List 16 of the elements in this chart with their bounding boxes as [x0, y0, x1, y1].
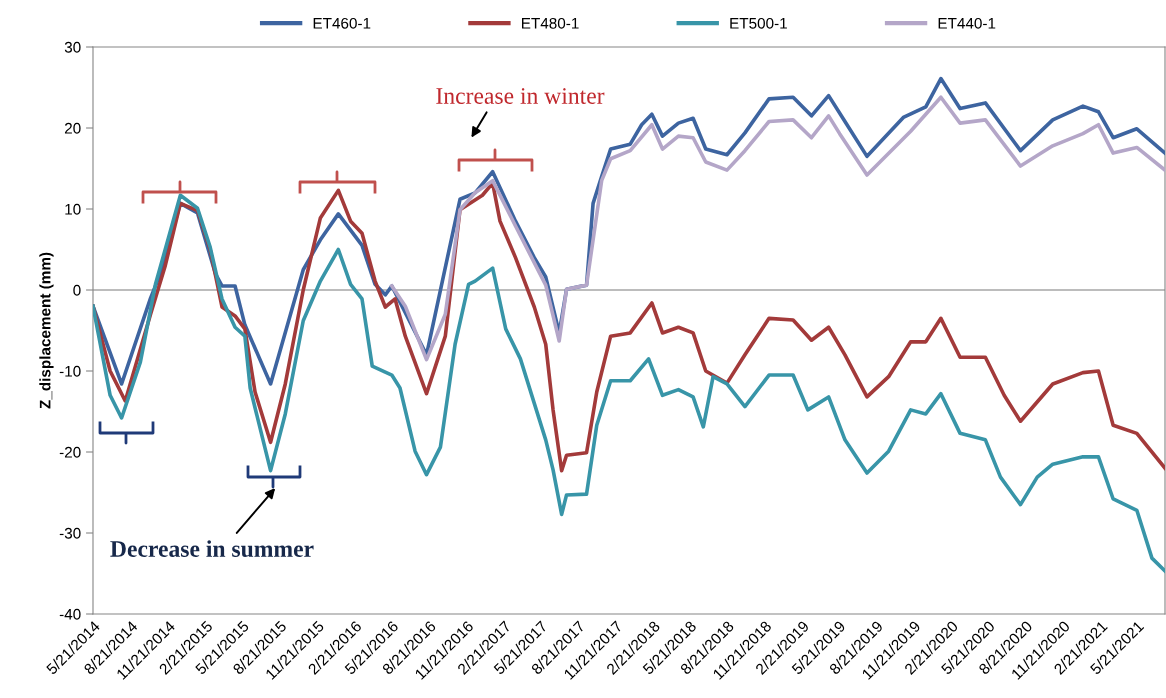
legend-label: ET500-1 [730, 17, 787, 29]
legend-label: ET480-1 [522, 17, 579, 29]
annotation: Increase in winter [436, 88, 605, 104]
y-tick-label: -10 [59, 365, 81, 377]
y-tick-label: 30 [64, 41, 81, 53]
y-tick-label: 0 [73, 284, 81, 296]
y-axis-title: Z_displacement (mm) [39, 252, 54, 409]
legend-label: ET460-1 [313, 17, 371, 29]
y-tick-label: -30 [59, 527, 81, 539]
y-tick-label: 10 [65, 203, 81, 215]
legend-label: ET440-1 [938, 17, 996, 29]
y-tick-label: -20 [59, 446, 81, 458]
annotation: Decrease in summer [110, 540, 314, 557]
y-tick-label: -40 [59, 608, 81, 620]
y-tick-label: 20 [64, 122, 81, 134]
line-series [93, 193, 1165, 573]
